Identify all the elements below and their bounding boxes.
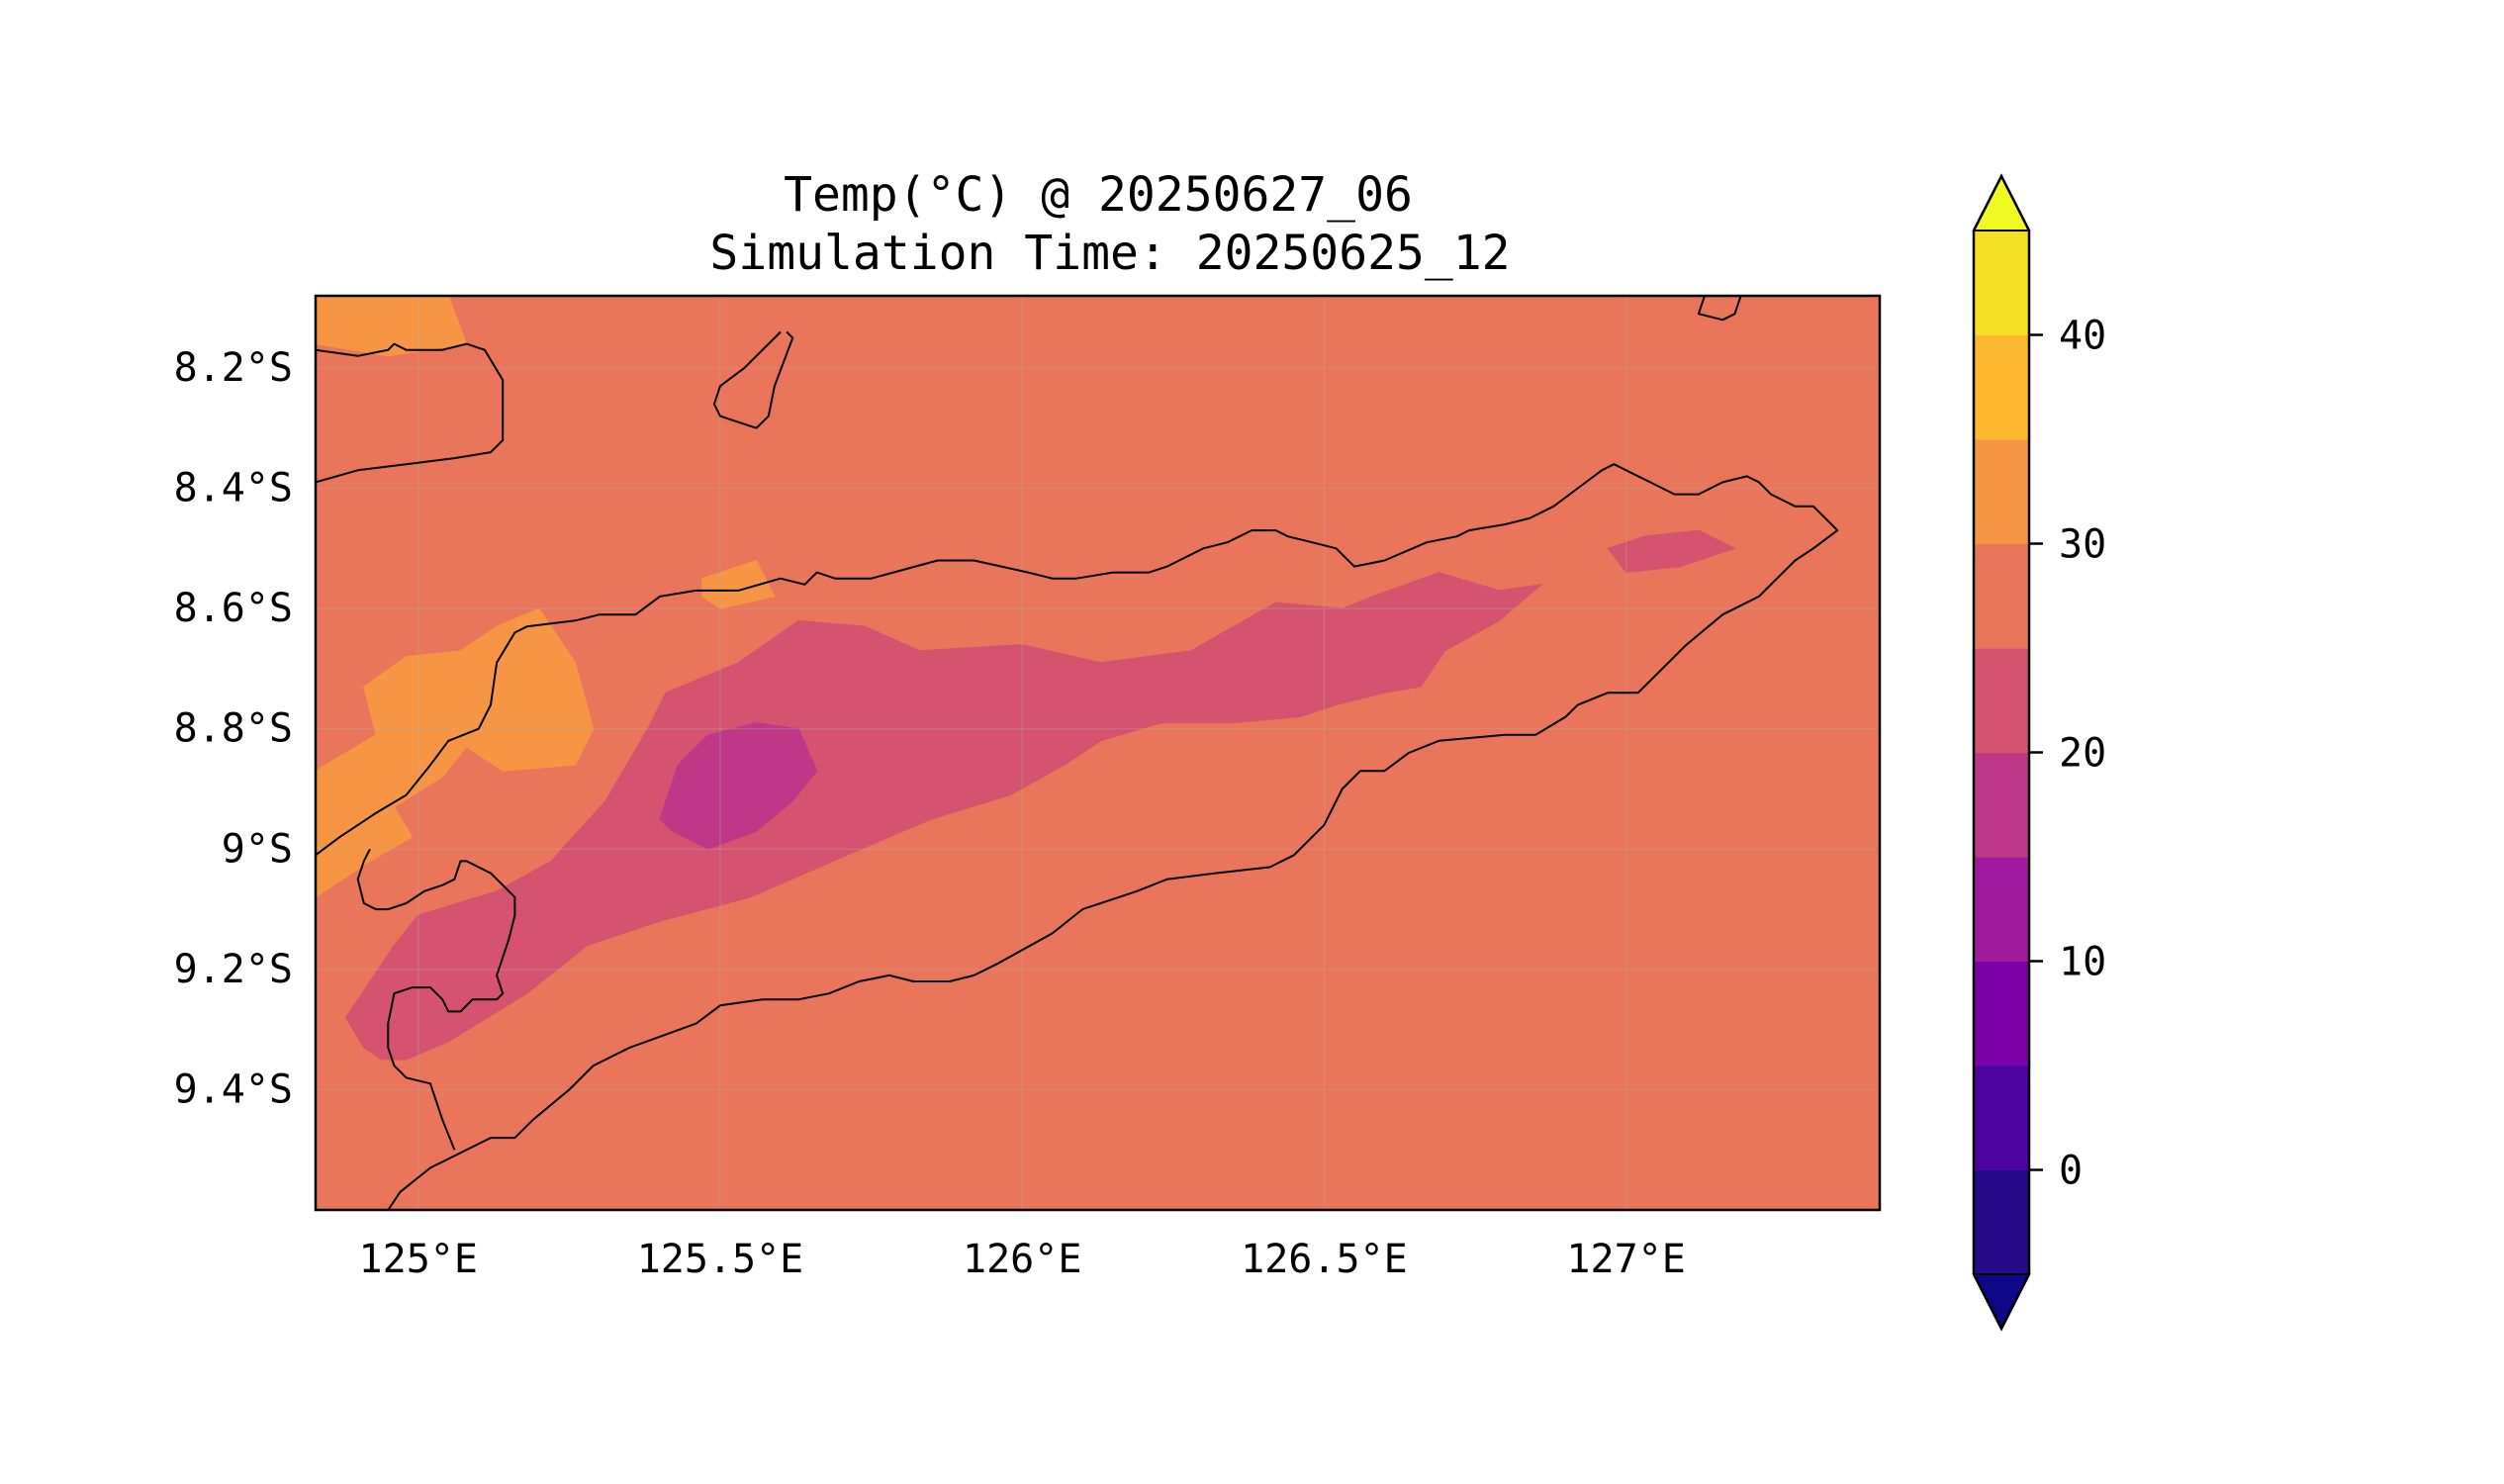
y-tick-label-1: 8.4°S [174, 466, 293, 511]
coastline-atauro-coast [712, 330, 794, 429]
y-tick-label-6: 9.4°S [174, 1067, 293, 1112]
x-tick-label-1: 125.5°E [637, 1237, 804, 1282]
contour-region-5 [1607, 529, 1736, 574]
x-tick-label-3: 126.5°E [1241, 1237, 1408, 1282]
y-tick-label-4: 9°S [222, 826, 293, 872]
colorbar-outline [1972, 173, 2031, 1332]
coastlines [316, 296, 1839, 1210]
chart-title: Temp(°C) @ 20250627_06 [784, 167, 1413, 223]
contour-region-2 [701, 559, 776, 609]
coastline-alor-coast [316, 342, 505, 484]
colorbar-band-6 [1974, 543, 2029, 649]
x-tick-label-0: 125°E [359, 1237, 478, 1282]
colorbar-extend-min [1972, 1273, 2031, 1332]
colorbar-extend-max [1972, 173, 2031, 232]
coastline-oecusse-coast [356, 848, 516, 1151]
colorbar-tick-label-3: 30 [2059, 522, 2106, 568]
temperature-contours [316, 296, 1736, 1061]
colorbar-band-4 [1974, 752, 2029, 858]
colorbar-band-3 [1974, 857, 2029, 963]
colorbar-tick-label-2: 20 [2059, 731, 2106, 777]
coastline-timor-north-coast [316, 463, 1839, 1210]
y-tick-label-2: 8.6°S [174, 586, 293, 631]
y-tick-label-5: 9.2°S [174, 947, 293, 992]
contour-region-4 [344, 572, 1543, 1061]
chart-subtitle: Simulation Time: 20250625_12 [709, 226, 1510, 281]
x-axis: 125°E 125.5°E 126°E 126.5°E 127°E [359, 1237, 1686, 1282]
contour-region-3 [316, 607, 595, 898]
y-axis: 8.2°S 8.4°S 8.6°S 8.8°S 9°S 9.2°S 9.4°S [174, 345, 293, 1112]
colorbar-band-2 [1974, 961, 2029, 1067]
colorbar: 0 10 20 30 40 [1972, 173, 2106, 1332]
colorbar-band-8 [1974, 334, 2029, 440]
map-plot-area [316, 296, 1880, 1210]
contour-region-6 [659, 722, 818, 850]
x-tick-label-2: 126°E [963, 1237, 1081, 1282]
x-tick-label-4: 127°E [1566, 1237, 1685, 1282]
colorbar-tick-label-1: 10 [2059, 940, 2106, 985]
map-frame [314, 294, 1882, 1212]
y-tick-label-0: 8.2°S [174, 345, 293, 391]
coastline-islet-north-east [1697, 296, 1742, 322]
colorbar-tick-label-4: 40 [2059, 314, 2106, 359]
colorbar-band-7 [1974, 439, 2029, 545]
colorbar-band-9 [1974, 231, 2029, 336]
colorbar-band-1 [1974, 1066, 2029, 1171]
colorbar-tick-label-0: 0 [2059, 1149, 2083, 1194]
colorbar-band-5 [1974, 648, 2029, 754]
gridlines [316, 296, 1880, 1210]
y-tick-label-3: 8.8°S [174, 706, 293, 752]
colorbar-band-0 [1974, 1169, 2029, 1275]
